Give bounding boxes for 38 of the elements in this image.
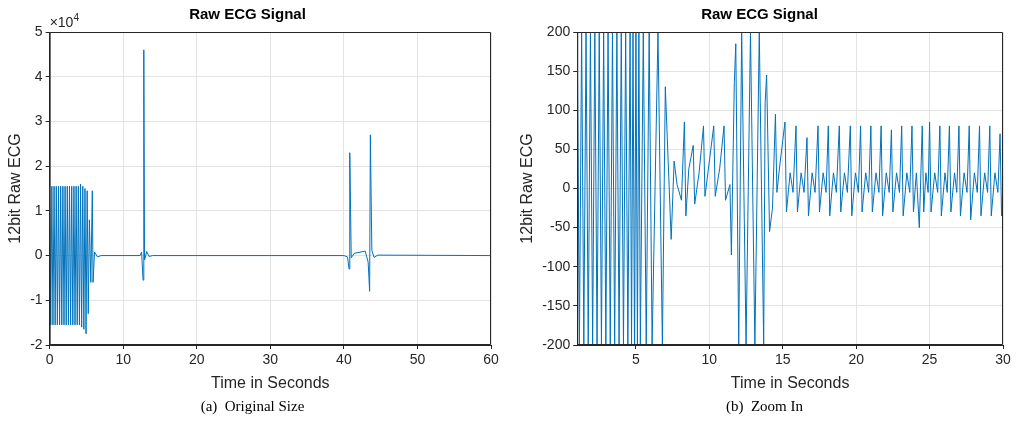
y-axis-title: 12bit Raw ECG	[6, 133, 24, 244]
text: (a) Original Size	[199, 398, 306, 415]
y-tick-label: 0	[34, 246, 43, 263]
y-tick-label: -50	[549, 218, 571, 235]
x-tick-label: 15	[774, 351, 791, 368]
y-tick-label: 100	[546, 101, 571, 118]
y-tick-label: 50	[554, 140, 571, 157]
x-tick-label: 20	[188, 351, 205, 368]
x-tick-label: 10	[701, 351, 718, 368]
y-tick-label: 3	[34, 112, 43, 129]
x-tick-label: 60	[483, 351, 499, 368]
x-tick-label: 5	[632, 351, 641, 368]
y-tick-label: 0	[562, 179, 571, 196]
y-tick-label: 2	[34, 157, 43, 173]
y-tick-label: 200	[546, 22, 571, 39]
y-tick-label: -100	[542, 257, 571, 274]
y-tick-label: -1	[30, 291, 43, 308]
x-tick-label: 25	[921, 351, 938, 368]
x-tick-label: 40	[336, 351, 352, 368]
y-tick-label: -150	[542, 296, 571, 313]
y-axis-title: 12bit Raw ECG	[518, 133, 536, 244]
y-tick-label: -200	[542, 335, 571, 352]
chart-title: Raw ECG Signal	[189, 5, 306, 23]
x-tick-label: 30	[262, 351, 279, 368]
x-axis-title: Time in Seconds	[730, 373, 850, 391]
x-axis-title: Time in Seconds	[211, 373, 330, 391]
y-tick-label: -2	[30, 335, 43, 352]
y-tick-label: 1	[34, 201, 43, 218]
y-tick-label: 4	[34, 67, 43, 84]
x-tick-label: 0	[45, 351, 54, 368]
x-tick-label: 10	[115, 351, 132, 368]
text: (b) Zoom In	[724, 398, 805, 415]
y-tick-label: 5	[34, 22, 43, 39]
y-tick-label: 150	[546, 61, 571, 78]
x-tick-label: 20	[848, 351, 865, 368]
chart-title: Raw ECG Signal	[701, 5, 818, 23]
x-tick-label: 50	[409, 351, 426, 368]
x-tick-label: 30	[995, 351, 1011, 368]
